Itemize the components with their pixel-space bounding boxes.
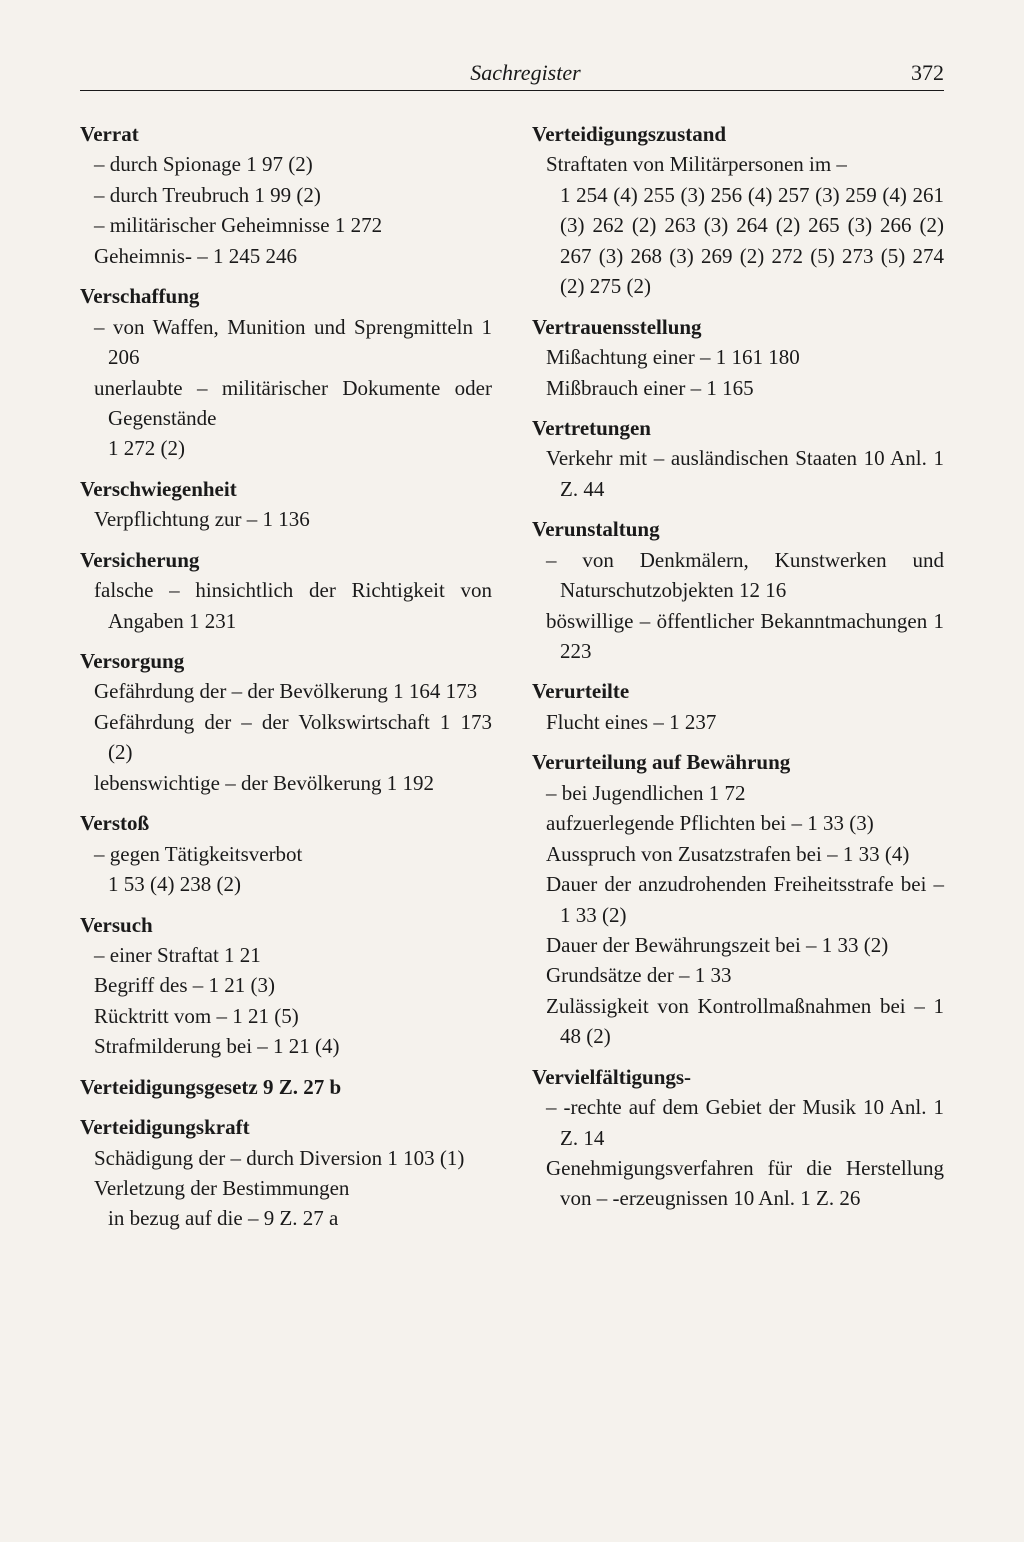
index-sub: Ausspruch von Zusatzstrafen bei – 1 33 (… <box>532 839 944 869</box>
index-sub: Dauer der Bewährungszeit bei – 1 33 (2) <box>532 930 944 960</box>
index-term: Verteidigungszustand <box>532 119 944 149</box>
header-title: Sachregister <box>410 60 580 86</box>
index-sub: Zulässigkeit von Kontrollmaßnahmen bei –… <box>532 991 944 1052</box>
index-entry: Versorgung Gefährdung der – der Bevölker… <box>80 646 492 798</box>
index-sub: 1 272 (2) <box>80 433 492 463</box>
index-term: Verurteilung auf Bewährung <box>532 747 944 777</box>
index-sub: – von Denkmälern, Kunstwerken und Naturs… <box>532 545 944 606</box>
left-column: Verrat – durch Spionage 1 97 (2) – durch… <box>80 119 492 1244</box>
index-term: Verschwiegenheit <box>80 474 492 504</box>
index-sub: – durch Treubruch 1 99 (2) <box>80 180 492 210</box>
index-term: Verschaffung <box>80 281 492 311</box>
index-sub: Gefährdung der – der Bevölkerung 1 164 1… <box>80 676 492 706</box>
right-column: Verteidigungszustand Straftaten von Mili… <box>532 119 944 1244</box>
index-sub: in bezug auf die – 9 Z. 27 a <box>80 1203 492 1233</box>
index-entry: Verschwiegenheit Verpflichtung zur – 1 1… <box>80 474 492 535</box>
index-term: Verunstaltung <box>532 514 944 544</box>
index-sub: lebenswichtige – der Bevölkerung 1 192 <box>80 768 492 798</box>
index-sub: Genehmigungsverfahren für die Herstellun… <box>532 1153 944 1214</box>
index-term: Versorgung <box>80 646 492 676</box>
index-sub: Begriff des – 1 21 (3) <box>80 970 492 1000</box>
index-sub: Mißachtung einer – 1 161 180 <box>532 342 944 372</box>
index-sub: – bei Jugendlichen 1 72 <box>532 778 944 808</box>
index-sub: – -rechte auf dem Gebiet der Musik 10 An… <box>532 1092 944 1153</box>
index-sub: Schädigung der – durch Diversion 1 103 (… <box>80 1143 492 1173</box>
index-term: Versicherung <box>80 545 492 575</box>
index-entry: Verrat – durch Spionage 1 97 (2) – durch… <box>80 119 492 271</box>
index-entry: Verstoß – gegen Tätigkeitsverbot 1 53 (4… <box>80 808 492 899</box>
index-sub: unerlaubte – militärischer Dokumente ode… <box>80 373 492 434</box>
page-header: Sachregister 372 <box>80 60 944 91</box>
index-term: Verteidigungsgesetz 9 Z. 27 b <box>80 1072 492 1102</box>
index-sub: Verkehr mit – ausländischen Staaten 10 A… <box>532 443 944 504</box>
index-sub: Flucht eines – 1 237 <box>532 707 944 737</box>
index-term: Verrat <box>80 119 492 149</box>
index-sub: Mißbrauch einer – 1 165 <box>532 373 944 403</box>
index-sub: Straftaten von Militärpersonen im – <box>532 149 944 179</box>
index-sub: – einer Straftat 1 21 <box>80 940 492 970</box>
index-entry: Vertrauensstellung Mißachtung einer – 1 … <box>532 312 944 403</box>
index-term: Vervielfältigungs- <box>532 1062 944 1092</box>
index-sub: falsche – hinsichtlich der Richtigkeit v… <box>80 575 492 636</box>
index-sub: 1 53 (4) 238 (2) <box>80 869 492 899</box>
index-entry: Verunstaltung – von Denkmälern, Kunstwer… <box>532 514 944 666</box>
index-entry: Verschaffung – von Waffen, Munition und … <box>80 281 492 464</box>
index-sub: Rücktritt vom – 1 21 (5) <box>80 1001 492 1031</box>
index-sub: – militärischer Geheimnisse 1 272 <box>80 210 492 240</box>
index-sub: Dauer der anzudrohenden Freiheitsstrafe … <box>532 869 944 930</box>
index-term: Verstoß <box>80 808 492 838</box>
index-entry: Verurteilte Flucht eines – 1 237 <box>532 676 944 737</box>
index-sub: – gegen Tätigkeitsverbot <box>80 839 492 869</box>
index-sub: böswillige – öffentlicher Bekanntmachung… <box>532 606 944 667</box>
index-sub: Geheimnis- – 1 245 246 <box>80 241 492 271</box>
index-entry: Verteidigungsgesetz 9 Z. 27 b <box>80 1072 492 1102</box>
index-sub: 1 254 (4) 255 (3) 256 (4) 257 (3) 259 (4… <box>532 180 944 302</box>
index-term: Versuch <box>80 910 492 940</box>
index-sub: Verpflichtung zur – 1 136 <box>80 504 492 534</box>
index-entry: Verurteilung auf Bewährung – bei Jugendl… <box>532 747 944 1051</box>
index-term: Vertretungen <box>532 413 944 443</box>
index-sub: Grundsätze der – 1 33 <box>532 960 944 990</box>
index-term: Vertrauensstellung <box>532 312 944 342</box>
index-entry: Versuch – einer Straftat 1 21 Begriff de… <box>80 910 492 1062</box>
index-entry: Vertretungen Verkehr mit – ausländischen… <box>532 413 944 504</box>
index-sub: Gefährdung der – der Volkswirtschaft 1 1… <box>80 707 492 768</box>
index-entry: Vervielfältigungs- – -rechte auf dem Geb… <box>532 1062 944 1214</box>
index-entry: Verteidigungskraft Schädigung der – durc… <box>80 1112 492 1234</box>
index-entry: Verteidigungszustand Straftaten von Mili… <box>532 119 944 302</box>
index-sub: aufzuerlegende Pflichten bei – 1 33 (3) <box>532 808 944 838</box>
index-sub: Strafmilderung bei – 1 21 (4) <box>80 1031 492 1061</box>
index-term: Verteidigungskraft <box>80 1112 492 1142</box>
index-term: Verurteilte <box>532 676 944 706</box>
index-entry: Versicherung falsche – hinsichtlich der … <box>80 545 492 636</box>
index-sub: Verletzung der Bestimmungen <box>80 1173 492 1203</box>
index-sub: – von Waffen, Munition und Sprengmitteln… <box>80 312 492 373</box>
index-sub: – durch Spionage 1 97 (2) <box>80 149 492 179</box>
page-number: 372 <box>911 60 944 86</box>
index-columns: Verrat – durch Spionage 1 97 (2) – durch… <box>80 119 944 1244</box>
